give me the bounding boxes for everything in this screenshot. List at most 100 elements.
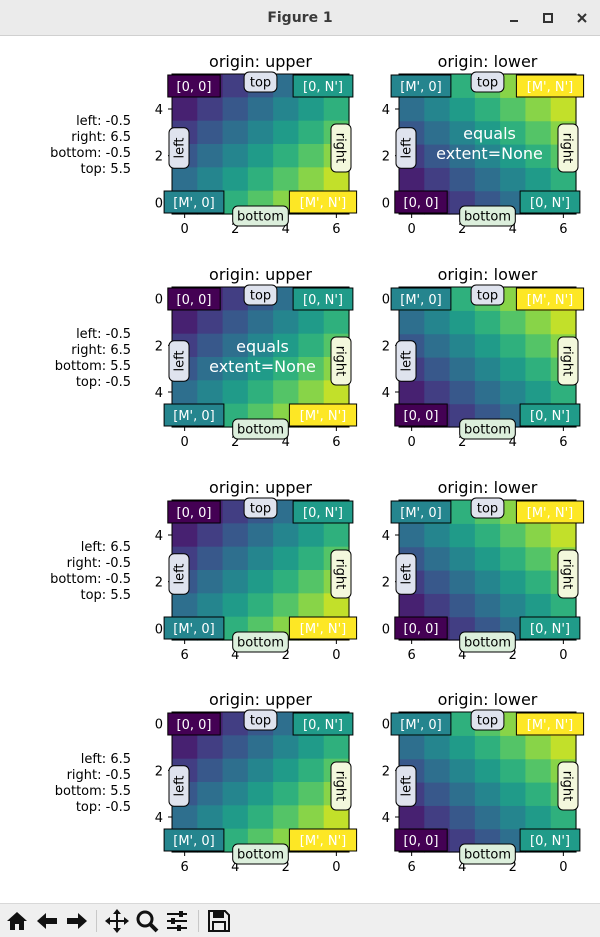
pan-button[interactable] — [104, 908, 130, 934]
side-label-right: right — [330, 761, 352, 811]
heatmap-cell — [550, 523, 577, 548]
navigation-toolbar — [0, 903, 600, 937]
corner-label: [M', N'] — [515, 287, 585, 311]
minimize-icon[interactable] — [505, 9, 523, 27]
x-tick-label: 0 — [559, 648, 567, 663]
heatmap-cell — [197, 310, 224, 335]
corner-label: [M', N'] — [288, 190, 358, 214]
svg-text:[0, 0]: [0, 0] — [177, 718, 212, 733]
svg-text:[M', N']: [M', N'] — [300, 196, 347, 211]
side-label-bottom: bottom — [459, 418, 516, 440]
heatmap-cell — [449, 546, 476, 571]
corner-label: [M', 0] — [163, 190, 225, 214]
heatmap-cell — [449, 712, 476, 736]
forward-button[interactable] — [64, 908, 90, 934]
x-tick-label: 6 — [559, 222, 567, 237]
heatmap-cell — [197, 97, 224, 122]
svg-text:[0, N']: [0, N'] — [530, 409, 570, 424]
y-tick-label: 0 — [155, 196, 163, 211]
heatmap-cell — [298, 97, 325, 122]
x-tick-label: 6 — [559, 435, 567, 450]
side-label-top: top — [243, 497, 278, 519]
x-tick-label: 4 — [458, 648, 466, 663]
heatmap-cell — [197, 357, 224, 381]
corner-label: [M', N'] — [288, 616, 358, 640]
svg-text:left: left — [173, 137, 188, 158]
corner-label: [M', 0] — [163, 403, 225, 427]
heatmap-cell — [247, 97, 274, 122]
svg-text:bottom: bottom — [464, 636, 511, 651]
x-tick-label: 4 — [509, 222, 517, 237]
corner-label: [M', 0] — [390, 712, 452, 736]
svg-text:[0, 0]: [0, 0] — [404, 834, 439, 849]
heatmap-cell — [525, 523, 552, 548]
y-tick-label: 0 — [155, 622, 163, 637]
extent-text: left: -0.5 — [76, 114, 131, 129]
heatmap-cell — [449, 120, 476, 145]
heatmap-cell — [172, 167, 198, 192]
zoom-button[interactable] — [134, 908, 160, 934]
heatmap-cell — [323, 380, 350, 405]
heatmap-cell — [298, 805, 325, 830]
heatmap-cell — [500, 570, 527, 594]
heatmap-cell — [273, 167, 300, 192]
side-label-left: left — [168, 127, 190, 169]
heatmap-cell — [197, 120, 224, 145]
x-tick-label: 4 — [282, 435, 290, 450]
heatmap-cell — [273, 805, 300, 830]
close-icon[interactable] — [573, 9, 591, 27]
y-tick-label: 4 — [382, 811, 390, 826]
svg-text:bottom: bottom — [237, 210, 284, 225]
extent-text: top: 5.5 — [81, 162, 132, 177]
heatmap-cell — [399, 310, 425, 335]
heatmap-cell — [222, 144, 249, 168]
svg-text:left: left — [173, 350, 188, 371]
heatmap-cell — [550, 310, 577, 335]
extent-text: left: -0.5 — [76, 327, 131, 342]
heatmap-cell — [298, 144, 325, 168]
x-tick-label: 2 — [282, 860, 290, 875]
home-button[interactable] — [4, 908, 30, 934]
heatmap-cell — [298, 357, 325, 381]
extent-text: bottom: 5.5 — [55, 784, 131, 799]
heatmap-cell — [273, 782, 300, 806]
save-button[interactable] — [206, 908, 232, 934]
y-tick-label: 4 — [155, 811, 163, 826]
corner-label: [M', 0] — [163, 616, 225, 640]
maximize-icon[interactable] — [539, 9, 557, 27]
subplots-button[interactable] — [164, 908, 190, 934]
y-tick-label: 4 — [155, 103, 163, 118]
x-tick-label: 0 — [332, 648, 340, 663]
x-tick-label: 2 — [231, 222, 239, 237]
x-tick-label: 6 — [332, 222, 340, 237]
heatmap-cell — [172, 97, 198, 122]
side-label-right: right — [557, 123, 579, 173]
back-button[interactable] — [34, 908, 60, 934]
heatmap-cell — [247, 167, 274, 192]
back-arrow-icon — [37, 913, 57, 929]
x-tick-label: 2 — [509, 860, 517, 875]
corner-label: [0, N'] — [519, 403, 581, 427]
heatmap-cell — [247, 333, 274, 358]
heatmap-cell — [298, 546, 325, 571]
svg-text:bottom: bottom — [464, 848, 511, 863]
x-tick-label: 0 — [181, 222, 189, 237]
extent-text: top: -0.5 — [76, 375, 131, 390]
heatmap-cell — [399, 593, 425, 618]
y-tick-label: 4 — [155, 529, 163, 544]
corner-label: [0, N'] — [292, 712, 354, 736]
heatmap-cell — [399, 735, 425, 760]
heatmap-cell — [273, 758, 300, 783]
heatmap-cell — [449, 287, 476, 311]
heatmap-cell — [449, 523, 476, 548]
y-tick-label: 2 — [155, 150, 163, 165]
y-tick-label: 2 — [382, 576, 390, 591]
side-label-left: left — [395, 765, 417, 807]
svg-text:right: right — [560, 559, 575, 590]
heatmap-cell — [247, 593, 274, 618]
heatmap-cell — [222, 735, 249, 760]
heatmap-cell — [474, 357, 501, 381]
svg-text:[0, 0]: [0, 0] — [177, 80, 212, 95]
save-icon — [208, 910, 230, 932]
heatmap-cell — [323, 167, 350, 192]
